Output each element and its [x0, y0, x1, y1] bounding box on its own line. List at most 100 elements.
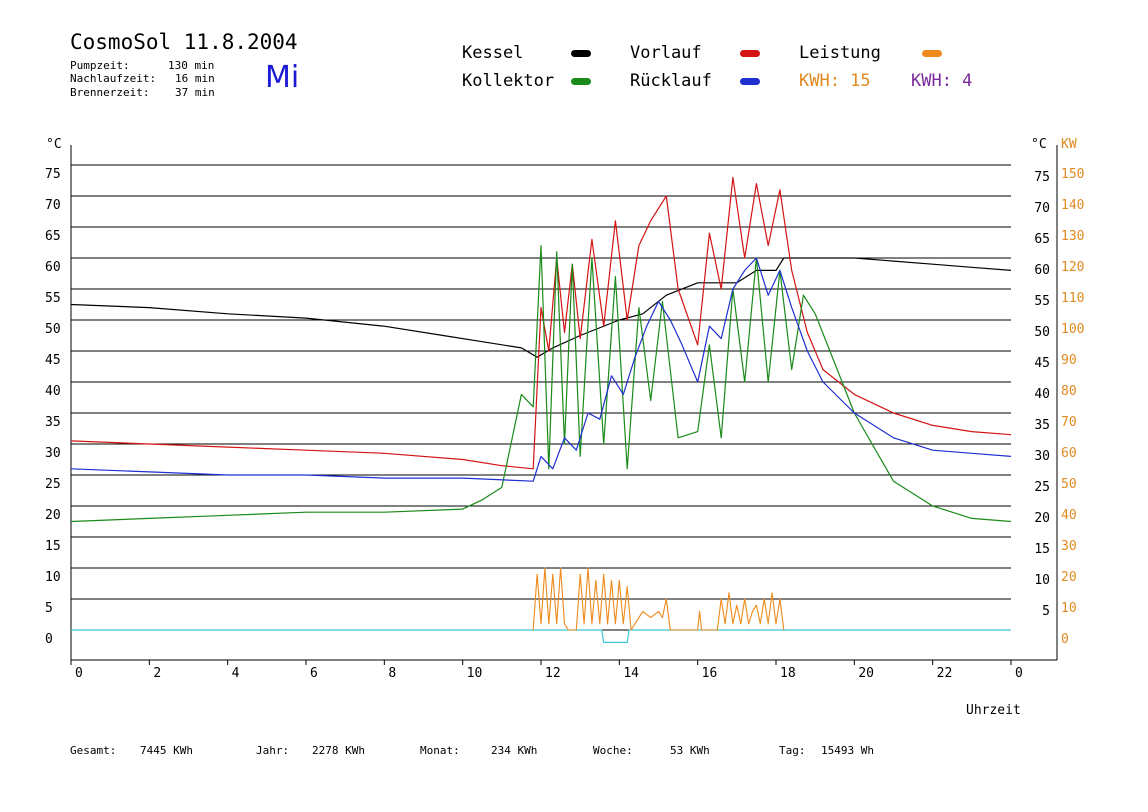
- legend-kollektor-label: Kollektor: [462, 71, 555, 91]
- footer-woche-label: Woche:: [593, 744, 633, 757]
- series-line-kessel: [70, 257, 1012, 358]
- y-tick-label-left: 40: [45, 384, 61, 399]
- legend-leistung-label: Leistung: [799, 43, 881, 63]
- y-tick-label-left: 0: [45, 632, 53, 647]
- brennerzeit-value: 37 min: [175, 86, 215, 99]
- y-tick-label-kw: 60: [1061, 446, 1077, 461]
- y-tick-label-right: 55: [1034, 294, 1050, 309]
- y-tick-label-right: 10: [1034, 573, 1050, 588]
- legend-kollektor-swatch: [571, 78, 591, 85]
- y-tick-label-kw: 110: [1061, 291, 1084, 306]
- footer-woche-value: 53 KWh: [670, 744, 710, 757]
- series-line-rcklauf: [70, 257, 1012, 482]
- nachlaufzeit-label: Nachlaufzeit:: [70, 72, 157, 85]
- y-tick-label-right: 15: [1034, 542, 1050, 557]
- nachlaufzeit-value: 16 min: [175, 72, 215, 85]
- series-line-leistung: [532, 567, 785, 631]
- series-line-pumpe: [71, 629, 1011, 644]
- y-tick-label-left: 70: [45, 198, 61, 213]
- y-axis-unit-right: °C: [1031, 137, 1047, 152]
- x-tick-label: 18: [780, 666, 796, 681]
- y-tick-label-right: 30: [1034, 449, 1050, 464]
- y-tick-label-left: 15: [45, 539, 61, 554]
- y-tick-label-left: 30: [45, 446, 61, 461]
- x-tick-label: 10: [467, 666, 483, 681]
- x-tick-label: 16: [702, 666, 718, 681]
- weekday-label: Mi: [265, 60, 300, 95]
- y-tick-label-right: 25: [1034, 480, 1050, 495]
- legend-ruecklauf-label: Rücklauf: [630, 71, 712, 91]
- x-tick-label: 2: [153, 666, 161, 681]
- y-tick-label-kw: 140: [1061, 198, 1084, 213]
- y-tick-label-right: 35: [1034, 418, 1050, 433]
- x-tick-label: 4: [232, 666, 240, 681]
- y-tick-label-kw: 40: [1061, 508, 1077, 523]
- x-tick-label: 6: [310, 666, 318, 681]
- y-tick-label-kw: 90: [1061, 353, 1077, 368]
- footer-monat-label: Monat:: [420, 744, 460, 757]
- y-tick-label-left: 50: [45, 322, 61, 337]
- y-tick-label-right: 75: [1034, 170, 1050, 185]
- y-tick-label-left: 45: [45, 353, 61, 368]
- legend-kessel-swatch: [571, 50, 591, 57]
- footer-jahr-label: Jahr:: [256, 744, 290, 757]
- footer-tag-label: Tag:: [779, 744, 806, 757]
- y-tick-label-left: 75: [45, 167, 61, 182]
- legend-vorlauf-label: Vorlauf: [630, 43, 702, 63]
- x-tick-label: 0: [75, 666, 83, 681]
- x-tick-label: 8: [388, 666, 396, 681]
- tick-layer: 0 2 4 6 8 10 12 14 16 18 20 22 075706560555045403530…: [45, 167, 1084, 681]
- legend-kessel-label: Kessel: [462, 43, 524, 63]
- footer-jahr-value: 2278 KWh: [312, 744, 365, 757]
- y-tick-label-right: 65: [1034, 232, 1050, 247]
- y-tick-label-left: 65: [45, 229, 61, 244]
- y-tick-label-kw: 50: [1061, 477, 1077, 492]
- chart-title: CosmoSol 11.8.2004: [70, 30, 298, 54]
- y-tick-label-kw: 80: [1061, 384, 1077, 399]
- y-tick-label-left: 60: [45, 260, 61, 275]
- y-tick-label-kw: 0: [1061, 632, 1069, 647]
- y-tick-label-left: 10: [45, 570, 61, 585]
- brennerzeit-label: Brennerzeit:: [70, 86, 150, 99]
- y-tick-label-right: 45: [1034, 356, 1050, 371]
- y-tick-label-right: 5: [1042, 604, 1050, 619]
- y-tick-label-right: 60: [1034, 263, 1050, 278]
- x-tick-label: 12: [545, 666, 561, 681]
- y-tick-label-right: 40: [1034, 387, 1050, 402]
- y-tick-label-left: 55: [45, 291, 61, 306]
- y-tick-label-right: 70: [1034, 201, 1050, 216]
- y-tick-label-left: 5: [45, 601, 53, 616]
- footer-tag-value: 15493 Wh: [821, 744, 874, 757]
- y-tick-label-right: 20: [1034, 511, 1050, 526]
- x-tick-label: 22: [937, 666, 953, 681]
- y-tick-label-left: 20: [45, 508, 61, 523]
- legend-vorlauf-swatch: [740, 50, 760, 57]
- x-axis-label: Uhrzeit: [966, 703, 1021, 718]
- pumpzeit-label: Pumpzeit:: [70, 59, 130, 72]
- y-tick-label-kw: 20: [1061, 570, 1077, 585]
- legend-ruecklauf-swatch: [740, 78, 760, 85]
- y-tick-label-left: 35: [45, 415, 61, 430]
- y-tick-label-kw: 100: [1061, 322, 1084, 337]
- x-tick-label: 20: [858, 666, 874, 681]
- series-line-vorlauf: [70, 176, 1012, 470]
- footer-monat-value: 234 KWh: [491, 744, 538, 757]
- y-tick-label-kw: 10: [1061, 601, 1077, 616]
- footer-gesamt-label: Gesamt:: [70, 744, 117, 757]
- y-tick-label-kw: 70: [1061, 415, 1077, 430]
- grid-layer: [70, 145, 1058, 661]
- y-axis-unit-left: °C: [46, 137, 62, 152]
- y-tick-label-kw: 120: [1061, 260, 1084, 275]
- series-layer: [70, 176, 1012, 644]
- y-tick-label-right: 50: [1034, 325, 1050, 340]
- pumpzeit-value: 130 min: [168, 59, 215, 72]
- y-tick-label-left: 25: [45, 477, 61, 492]
- y-tick-label-kw: 30: [1061, 539, 1077, 554]
- legend-leistung-swatch: [922, 50, 942, 57]
- y-axis-unit-kw: KW: [1061, 137, 1077, 152]
- y-tick-label-kw: 130: [1061, 229, 1084, 244]
- x-tick-label: 0: [1015, 666, 1023, 681]
- x-tick-label: 14: [623, 666, 639, 681]
- y-tick-label-kw: 150: [1061, 167, 1084, 182]
